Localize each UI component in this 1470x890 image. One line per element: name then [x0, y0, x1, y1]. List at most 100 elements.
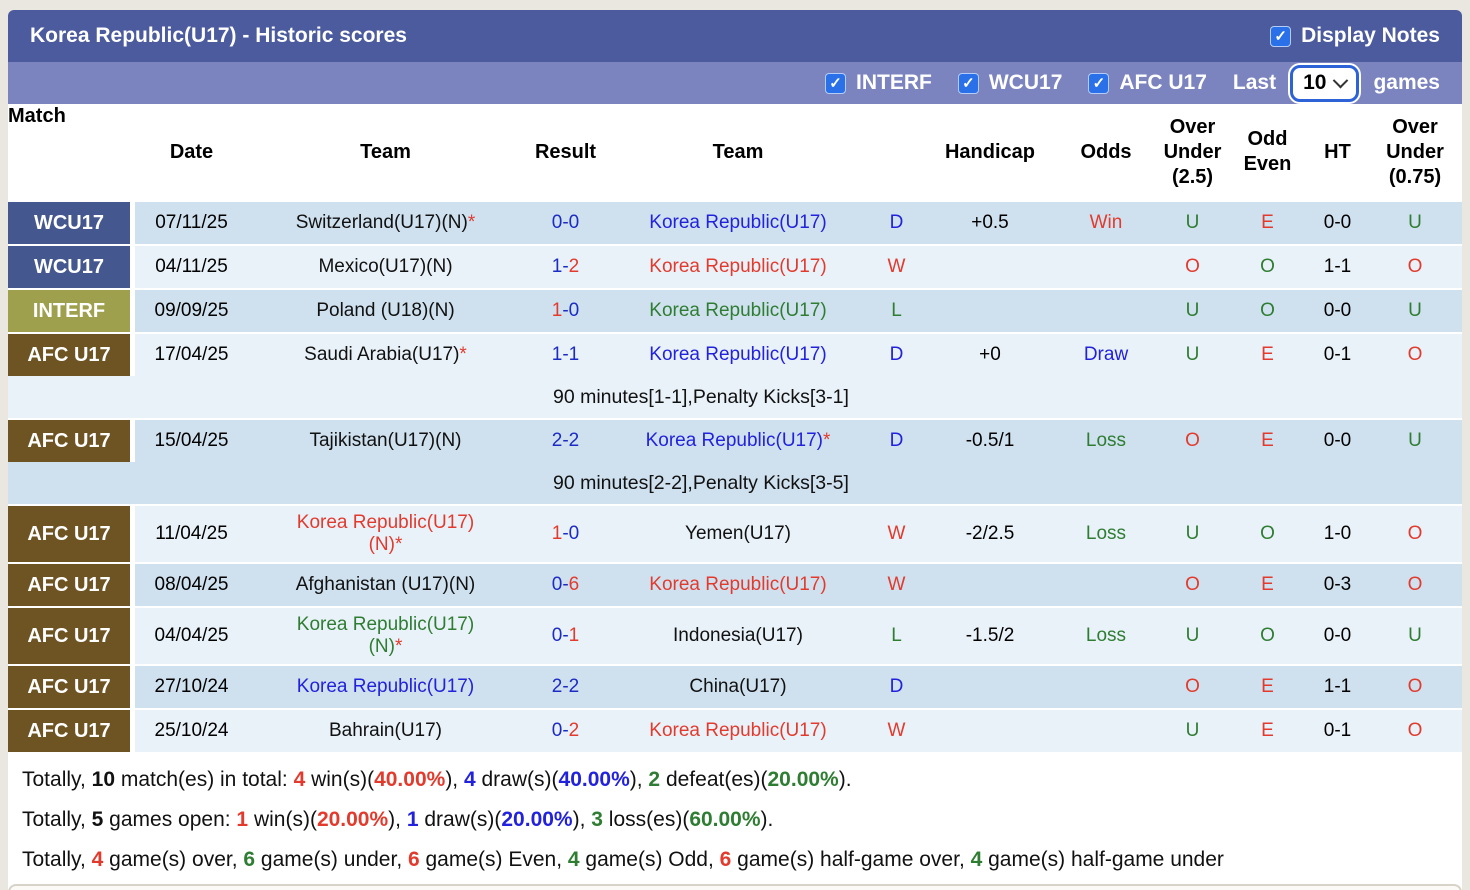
col-result: Result [534, 140, 597, 163]
summary-segment: defeat(es)( [660, 768, 768, 791]
table-row: AFC U17 25/10/24 Bahrain(U17) 0-2 Korea … [8, 708, 1462, 752]
display-notes-checkbox[interactable]: ✓ [1270, 25, 1292, 47]
match-date: 27/10/24 [154, 676, 229, 697]
summary-segment: 3 [591, 808, 603, 831]
result-letter-value: W [887, 523, 906, 544]
afc-u17-checkbox[interactable]: ✓ [1088, 72, 1110, 94]
summary-segment: game(s) Even, [419, 848, 568, 871]
filter-afc-u17[interactable]: ✓ AFC U17 [1088, 71, 1207, 95]
interf-checkbox[interactable]: ✓ [825, 72, 847, 94]
home-team-name: Korea Republic(U17) [296, 676, 475, 697]
wcu17-checkbox[interactable]: ✓ [957, 72, 979, 94]
games-count-select[interactable]: 10 [1290, 64, 1360, 102]
away-team-name: Korea Republic(U17) [649, 720, 827, 741]
summary-segment: 20.00% [501, 808, 573, 831]
over-under-075-value: O [1407, 256, 1423, 277]
score-dash: - [562, 212, 569, 233]
odd-even: E [1228, 344, 1307, 366]
over-under-25-value: O [1185, 430, 1200, 451]
odd-even: O [1228, 300, 1307, 322]
table-row: INTERF 09/09/25 Poland (U18)(N) 1-0 Kore… [8, 288, 1462, 332]
league-badge: AFC U17 [8, 710, 135, 752]
league-badge: AFC U17 [8, 506, 135, 562]
col-match: Match [8, 105, 66, 127]
home-team-name: Korea Republic(U17) (N) [296, 614, 475, 657]
summary-segment: 2 [648, 768, 661, 791]
odds-value: Draw [1055, 344, 1157, 366]
penalty-note-row: 90 minutes[1-1],Penalty Kicks[3-1] [8, 376, 1462, 418]
match-date: 17/04/25 [154, 344, 229, 365]
away-team: Korea Republic(U17)* [608, 430, 868, 452]
col-over-under-25: Over Under (2.5) [1163, 115, 1222, 188]
away-team-name: Yemen(U17) [685, 523, 791, 544]
summary-segment: 6 [719, 848, 732, 871]
home-score: 1 [551, 256, 563, 277]
home-team-name: Tajikistan(U17)(N) [309, 430, 462, 451]
result-letter: W [868, 523, 925, 545]
col-team-away: Team [712, 140, 764, 163]
home-score: 0 [551, 212, 563, 233]
last-label: Last [1232, 71, 1277, 94]
league-badge: AFC U17 [8, 420, 135, 462]
handicap-value: -1.5/2 [965, 625, 1015, 646]
table-row: AFC U17 08/04/25 Afghanistan (U17)(N) 0-… [8, 562, 1462, 606]
over-under-25-value: O [1185, 574, 1200, 595]
match-date: 15/04/25 [154, 430, 229, 451]
summary-segment: 1 [406, 808, 419, 831]
away-score: 0 [568, 300, 580, 321]
league-badge: AFC U17 [8, 666, 135, 708]
over-under-25: U [1157, 523, 1228, 545]
over-under-075-value: U [1408, 212, 1422, 233]
result-letter-value: L [891, 300, 902, 321]
home-team-name: Switzerland(U17)(N) [295, 212, 468, 233]
away-team: Korea Republic(U17) [608, 212, 868, 234]
league-badge: WCU17 [8, 202, 135, 244]
chevron-down-icon [1333, 72, 1349, 88]
league-badge: AFC U17 [8, 334, 135, 376]
over-under-075-value: O [1407, 523, 1423, 544]
away-score: 0 [568, 523, 580, 544]
filter-wcu17[interactable]: ✓ WCU17 [957, 71, 1062, 95]
ht-score: 1-1 [1323, 676, 1352, 697]
league-badge: AFC U17 [8, 564, 135, 606]
odds-value: Loss [1055, 625, 1157, 647]
over-under-25: U [1157, 300, 1228, 322]
interf-label: INTERF [856, 71, 932, 94]
over-under-25-value: U [1185, 212, 1200, 233]
over-under-075-value: O [1407, 720, 1423, 741]
home-team: Korea Republic(U17) (N)* [248, 614, 523, 658]
home-team: Korea Republic(U17) (N)* [248, 512, 523, 556]
score-dash: - [562, 430, 569, 451]
table-row: WCU17 07/11/25 Switzerland(U17)(N)* 0-0 … [8, 200, 1462, 244]
table-row: AFC U17 17/04/25 Saudi Arabia(U17)* 1-1 … [8, 332, 1462, 376]
summary-segment: game(s) Odd, [579, 848, 720, 871]
home-team: Mexico(U17)(N) [248, 256, 523, 278]
note-star: * [394, 636, 403, 657]
over-under-25-value: U [1185, 344, 1200, 365]
summary-segment: draw(s)( [418, 808, 502, 831]
check-icon: ✓ [1274, 28, 1287, 45]
over-under-075: U [1368, 430, 1462, 452]
handicap-value: +0.5 [971, 212, 1009, 233]
display-notes-toggle[interactable]: ✓ Display Notes [1270, 24, 1440, 48]
match-league-cell: AFC U17 [8, 420, 135, 462]
result-letter-value: W [887, 256, 906, 277]
result-letter-value: W [887, 574, 906, 595]
over-under-075: O [1368, 676, 1462, 698]
odd-even: O [1228, 523, 1307, 545]
league-badge: WCU17 [8, 246, 135, 288]
away-team-name: Korea Republic(U17) [649, 344, 827, 365]
away-score: 2 [568, 720, 580, 741]
summary-segment: 4 [293, 768, 306, 791]
col-odd-even: Odd Even [1243, 128, 1292, 175]
result-letter: L [868, 300, 925, 322]
filter-interf[interactable]: ✓ INTERF [825, 71, 932, 95]
over-under-25-value: U [1185, 300, 1200, 321]
page-title: Korea Republic(U17) - Historic scores [30, 24, 407, 47]
result-letter: W [868, 256, 925, 278]
summary-segment: loss(es)( [602, 808, 690, 831]
over-under-25: U [1157, 720, 1228, 742]
over-under-075-value: O [1407, 344, 1423, 365]
away-score: 1 [568, 625, 580, 646]
home-score: 1 [551, 344, 563, 365]
